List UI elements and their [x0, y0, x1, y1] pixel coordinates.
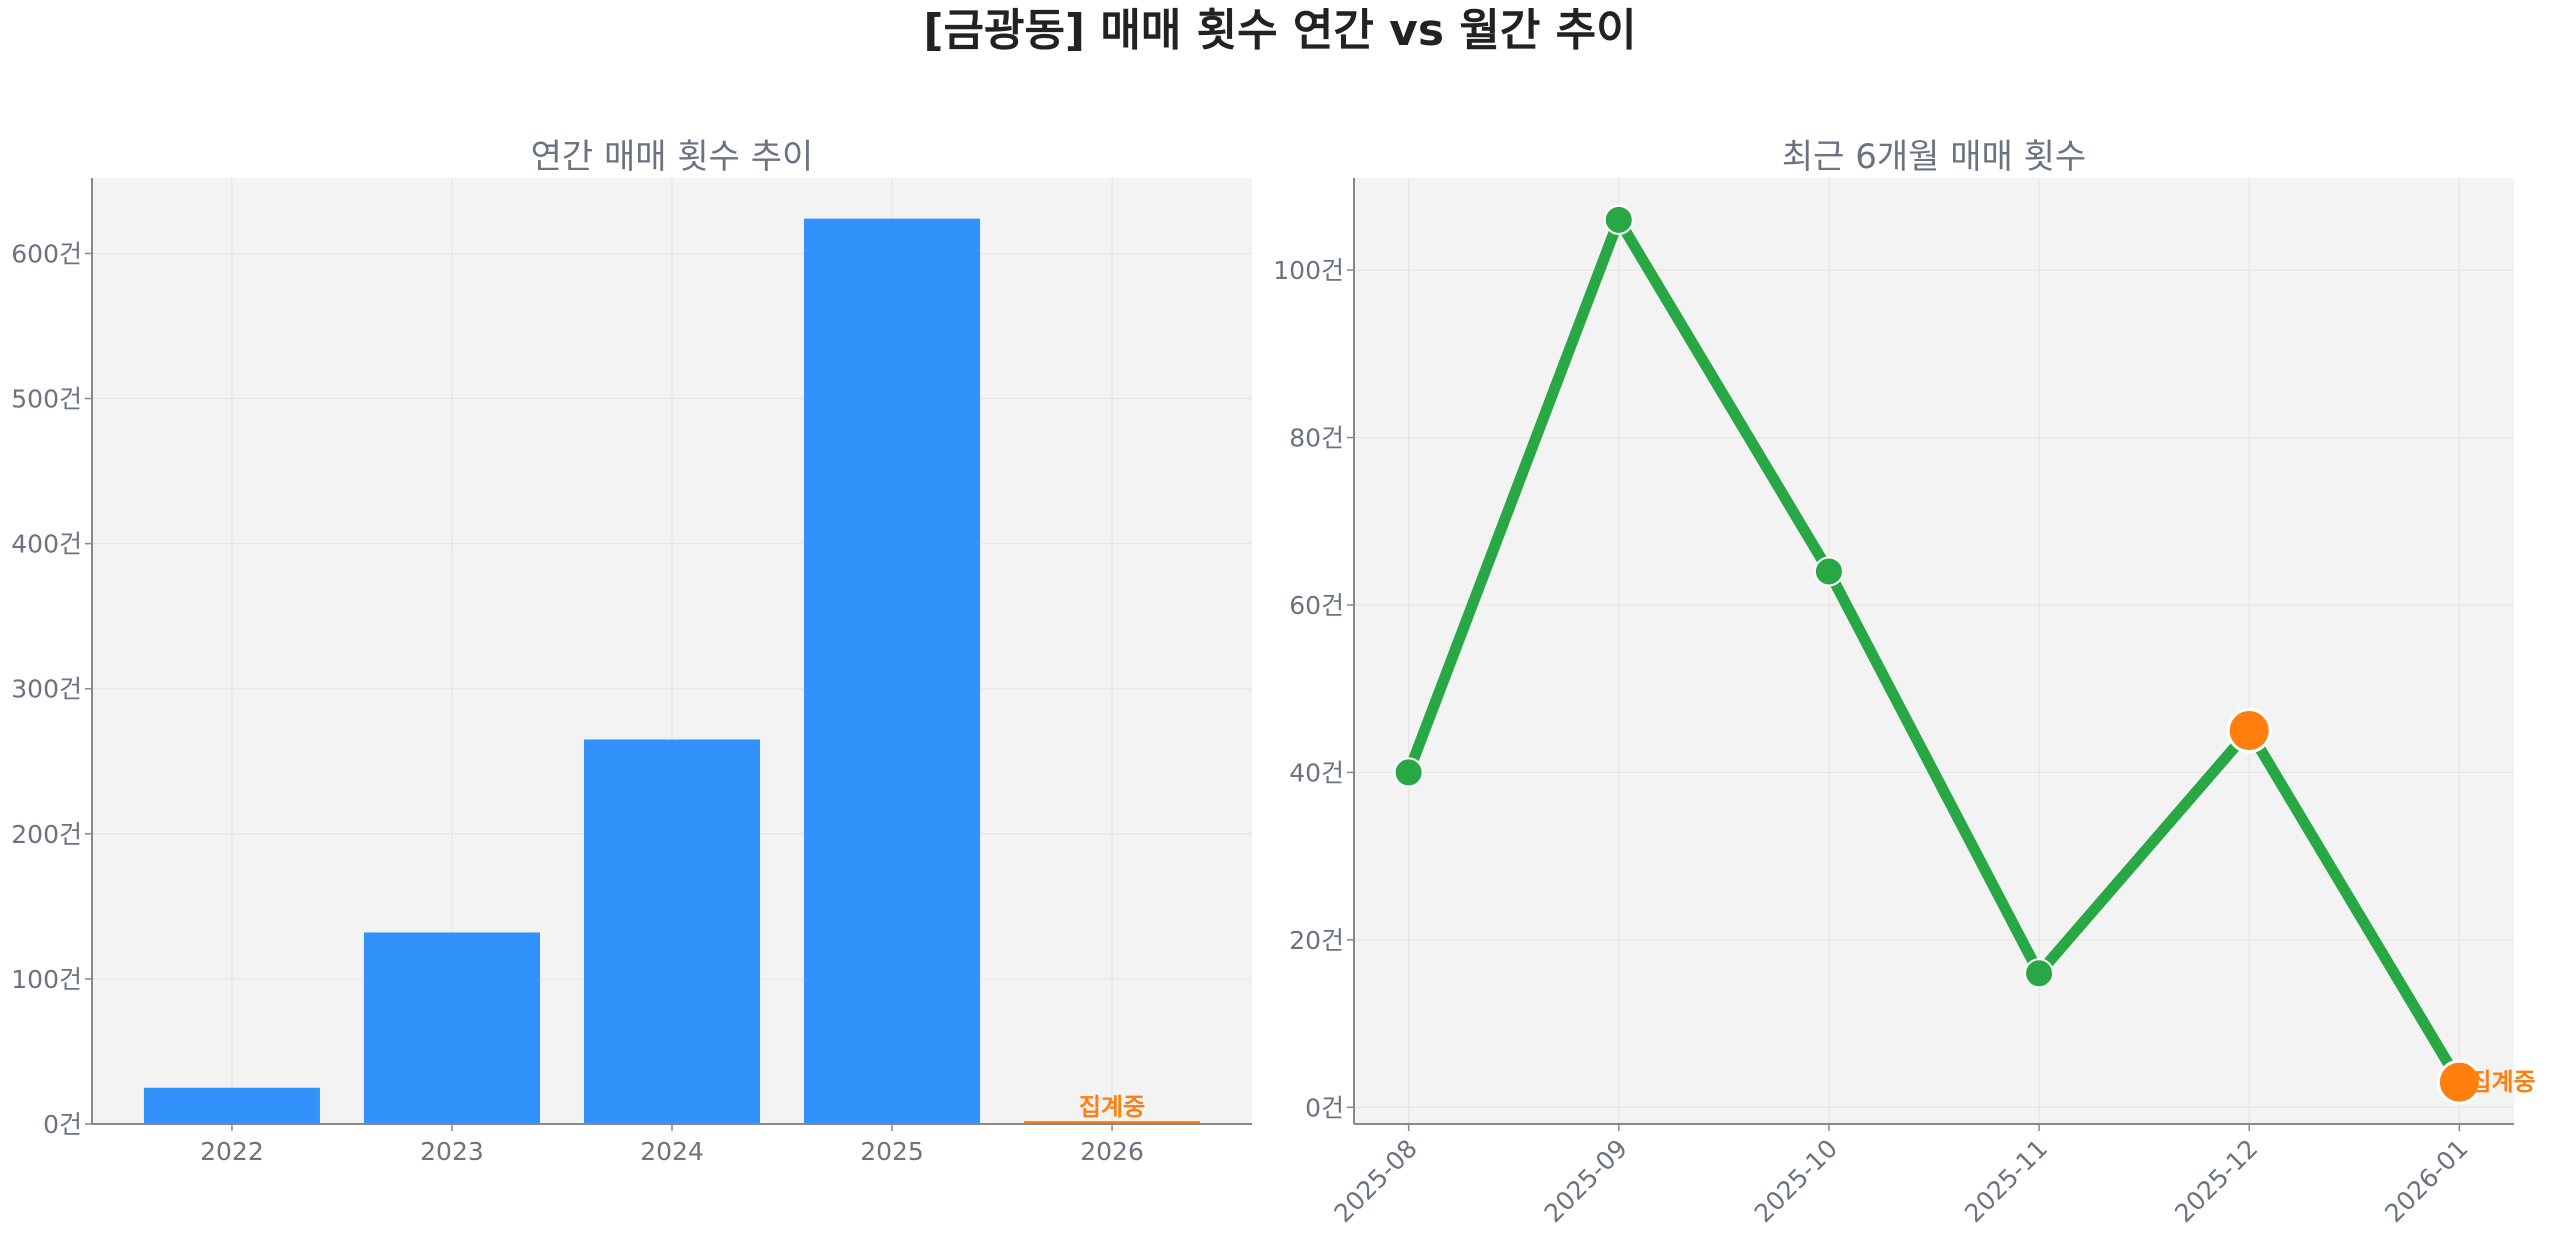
highlight-point [2226, 708, 2272, 754]
series-line [1403, 214, 2465, 1088]
y-tick-label: 100건 [1273, 256, 1344, 285]
y-tick-label: 0건 [43, 1110, 82, 1139]
x-tick-label: 2026 [1080, 1137, 1144, 1166]
bar [804, 218, 981, 1125]
data-point [1813, 556, 1844, 587]
chart-title: 최근 6개월 매매 횟수 [1782, 137, 2086, 177]
figure-title: [금광동] 매매 횟수 연간 vs 월간 추이 [923, 5, 1637, 56]
y-tick-label: 60건 [1289, 591, 1344, 620]
y-tick-label: 500건 [11, 385, 82, 414]
x-tick-label: 2025-10 [1749, 1134, 1843, 1228]
x-tick-label: 2025-12 [2169, 1134, 2263, 1228]
x-tick-label: 2026-01 [2379, 1134, 2473, 1228]
plot-area [1354, 178, 2514, 1124]
bar-annotation: 집계중 [1079, 1093, 1145, 1121]
line-annotation: 집계중 [2469, 1068, 2535, 1096]
y-tick-label: 600건 [11, 239, 82, 268]
y-tick-label: 200건 [11, 820, 82, 849]
y-tick-label: 0건 [1305, 1093, 1344, 1122]
y-tick-label: 400건 [11, 530, 82, 559]
data-point [1603, 204, 1634, 235]
y-tick-label: 100건 [11, 965, 82, 994]
y-tick-label: 80건 [1289, 424, 1344, 453]
highlight-point [2436, 1059, 2482, 1105]
x-tick-label: 2025-09 [1539, 1134, 1633, 1228]
monthly-line-chart: 0건 20건 40건 60건 80건 100건 2025-08 2025-09 2025-10 2… [1273, 137, 2535, 1228]
chart-title: 연간 매매 횟수 추이 [531, 137, 814, 177]
data-point [2024, 958, 2055, 989]
x-tick-label: 2023 [420, 1137, 484, 1166]
x-tick-label: 2025-08 [1329, 1134, 1423, 1228]
x-tick-label: 2022 [200, 1137, 264, 1166]
x-tick-label: 2025 [860, 1137, 924, 1166]
y-tick-label: 300건 [11, 675, 82, 704]
bar [143, 1087, 320, 1124]
data-point [1393, 757, 1424, 788]
x-tick-label: 2025-11 [1959, 1134, 2053, 1228]
bar [1024, 1121, 1201, 1124]
bar [363, 932, 540, 1124]
y-tick-label: 40건 [1289, 758, 1344, 787]
x-tick-label: 2024 [640, 1137, 704, 1166]
y-tick-label: 20건 [1289, 926, 1344, 955]
bar [583, 739, 761, 1124]
annual-bar-chart: 0건 100건 200건 300건 400건 500건 600건 2022 2023 2024 20… [11, 137, 1252, 1166]
